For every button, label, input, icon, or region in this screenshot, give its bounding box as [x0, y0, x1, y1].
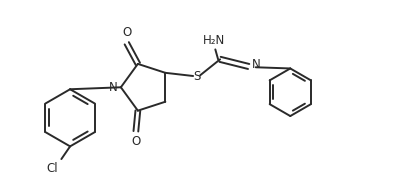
Text: O: O	[131, 135, 140, 148]
Text: N: N	[252, 58, 260, 71]
Text: N: N	[109, 81, 118, 94]
Text: S: S	[193, 70, 201, 83]
Text: Cl: Cl	[47, 162, 58, 175]
Text: O: O	[122, 26, 131, 39]
Text: H₂N: H₂N	[203, 34, 225, 47]
